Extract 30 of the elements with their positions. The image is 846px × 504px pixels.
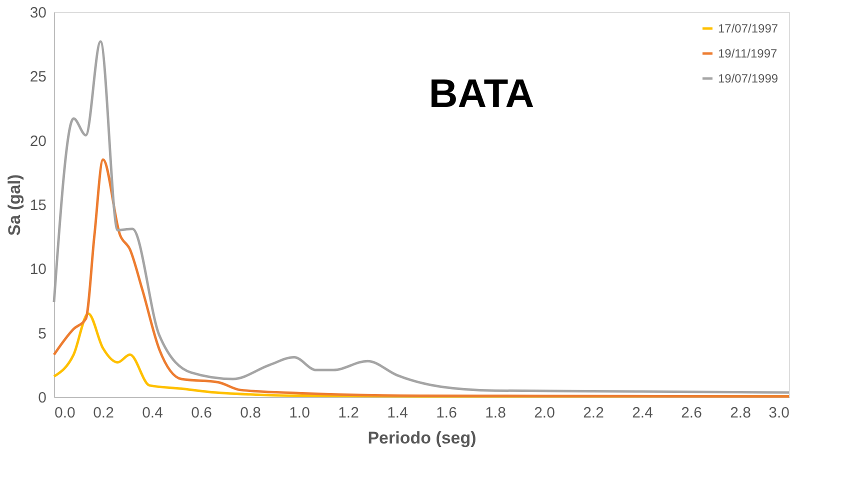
- x-tick-label: 2.4: [632, 404, 653, 422]
- y-axis-title: Sa (gal): [4, 174, 24, 236]
- y-tick-label: 20: [30, 132, 46, 150]
- y-tick-label: 25: [30, 68, 46, 86]
- x-tick-label: 0.0: [54, 404, 76, 422]
- x-tick-label: 0.2: [93, 404, 114, 422]
- x-tick-label: 1.8: [485, 404, 506, 422]
- text: BATA: [428, 72, 534, 116]
- legend-label: 19/07/1999: [718, 72, 778, 86]
- y-tick-label: 5: [38, 325, 46, 342]
- x-tick-label: 1.6: [436, 404, 457, 422]
- x-tick-label: 1.0: [289, 404, 310, 422]
- x-tick-label: 2.0: [534, 404, 555, 422]
- x-tick-label: 0.4: [142, 404, 163, 422]
- x-tick-label: 0.6: [191, 404, 212, 422]
- line-series: [52, 40, 790, 394]
- x-tick-label: 2.2: [583, 404, 604, 422]
- y-tick-label: 10: [30, 261, 46, 278]
- x-tick-label: 2.8: [730, 404, 751, 422]
- legend-label: 19/11/1997: [718, 46, 778, 60]
- y-tick-label: 0: [38, 390, 46, 406]
- y-tick-label: 30: [30, 4, 46, 22]
- x-tick-label: 1.4: [387, 404, 408, 422]
- x-tick-label: 1.2: [338, 404, 359, 422]
- y-tick-label: 15: [30, 197, 46, 214]
- x-axis-title: Periodo (seg): [368, 428, 476, 448]
- x-tick-label: 3.0: [768, 404, 790, 422]
- x-tick-label: 0.8: [240, 404, 261, 422]
- legend-label: 17/07/1997: [718, 22, 778, 36]
- x-tick-label: 2.6: [681, 404, 702, 422]
